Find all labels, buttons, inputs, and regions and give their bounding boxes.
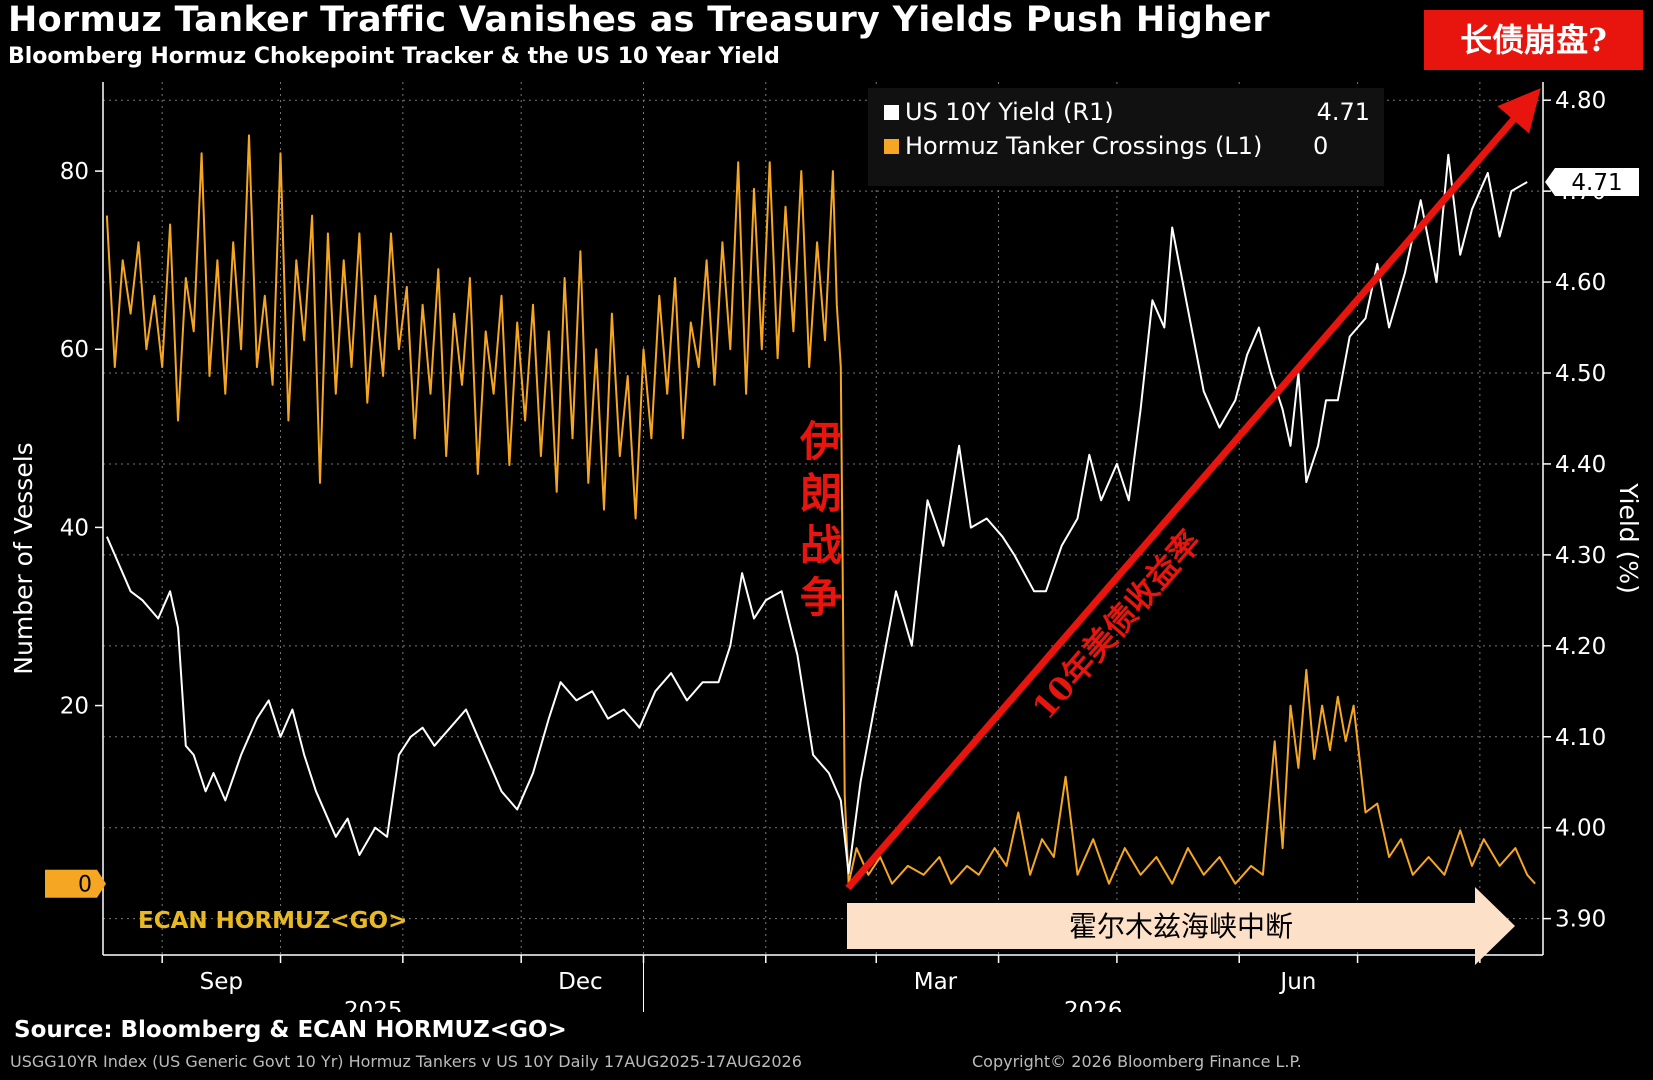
gridlines <box>103 82 1543 955</box>
left-last-value-tag <box>45 869 97 898</box>
left-axis-tick-label: 40 <box>60 515 89 541</box>
right-axis-title: Yield (%) <box>1614 482 1643 594</box>
left-last-value-label: 0 <box>78 873 92 898</box>
annotations: US 10Y Yield (R1) 4.71 Hormuz Tanker Cross… <box>138 88 1541 965</box>
war-annotation-char: 伊 <box>799 417 842 466</box>
x-axis-tick-label: Sep <box>200 969 243 995</box>
footer-index-description: USGG10YR Index (US Generic Govt 10 Yr) H… <box>10 1052 802 1071</box>
right-axis-tick-label: 4.30 <box>1555 543 1606 569</box>
trend-label: 10年美债收益率 <box>1025 523 1209 727</box>
war-annotation-char: 朗 <box>800 469 842 518</box>
legend-value: 4.71 <box>1317 98 1370 126</box>
legend-label: US 10Y Yield (R1) <box>905 98 1114 126</box>
war-annotation-char: 战 <box>800 521 842 570</box>
year-label: 2025 <box>344 998 403 1012</box>
page-title: Hormuz Tanker Traffic Vanishes as Treasu… <box>8 0 1270 40</box>
right-axis-tick-label: 4.40 <box>1555 452 1606 478</box>
x-axis-tick-label: Mar <box>914 969 958 995</box>
x-axis-tick-label: Jun <box>1278 969 1316 995</box>
source-note: Source: Bloomberg & ECAN HORMUZ<GO> <box>14 1017 567 1043</box>
disruption-arrow <box>847 887 1515 965</box>
series-lines <box>105 134 1536 885</box>
x-axis-tick-label: Dec <box>558 969 603 995</box>
legend-swatch <box>884 105 899 120</box>
chart-canvas: 3.904.004.104.204.304.404.504.604.704.80… <box>9 82 1643 1012</box>
year-label: 2026 <box>1064 998 1123 1012</box>
disruption-label: 霍尔木兹海峡中断 <box>1069 910 1293 943</box>
right-last-value-label: 4.71 <box>1571 170 1622 196</box>
legend-box <box>868 88 1384 186</box>
trend-arrow <box>845 88 1541 891</box>
legend-value: 0 <box>1313 132 1328 160</box>
legend-swatch <box>884 139 899 154</box>
footer-copyright: Copyright© 2026 Bloomberg Finance L.P. <box>972 1052 1302 1071</box>
right-axis-tick-label: 4.20 <box>1555 634 1606 660</box>
left-axis-tick-label: 80 <box>60 159 89 185</box>
ecan-label: ECAN HORMUZ<GO> <box>138 908 407 934</box>
right-axis-tick-label: 3.90 <box>1555 907 1606 933</box>
tanker-crossings-line <box>105 134 1536 885</box>
right-axis-tick-label: 4.80 <box>1555 88 1606 114</box>
left-axis-tick-label: 20 <box>60 694 89 720</box>
axes: 3.904.004.104.204.304.404.504.604.704.80… <box>9 82 1643 1012</box>
right-last-value-tag <box>1545 168 1639 197</box>
right-axis-tick-label: 4.00 <box>1555 816 1606 842</box>
page-subtitle: Bloomberg Hormuz Chokepoint Tracker & th… <box>8 44 780 69</box>
legend-label: Hormuz Tanker Crossings (L1) <box>905 132 1262 160</box>
left-axis-title: Number of Vessels <box>9 442 38 674</box>
right-axis-tick-label: 4.60 <box>1555 270 1606 296</box>
right-axis-tick-label: 4.10 <box>1555 725 1606 751</box>
us10y-yield-line <box>105 153 1528 875</box>
left-last-value-tag-pointer <box>97 869 106 898</box>
annotation-badge: 长债崩盘? <box>1424 10 1643 70</box>
war-annotation-char: 争 <box>800 573 842 622</box>
right-axis-tick-label: 4.50 <box>1555 361 1606 387</box>
left-axis-tick-label: 60 <box>60 337 89 363</box>
